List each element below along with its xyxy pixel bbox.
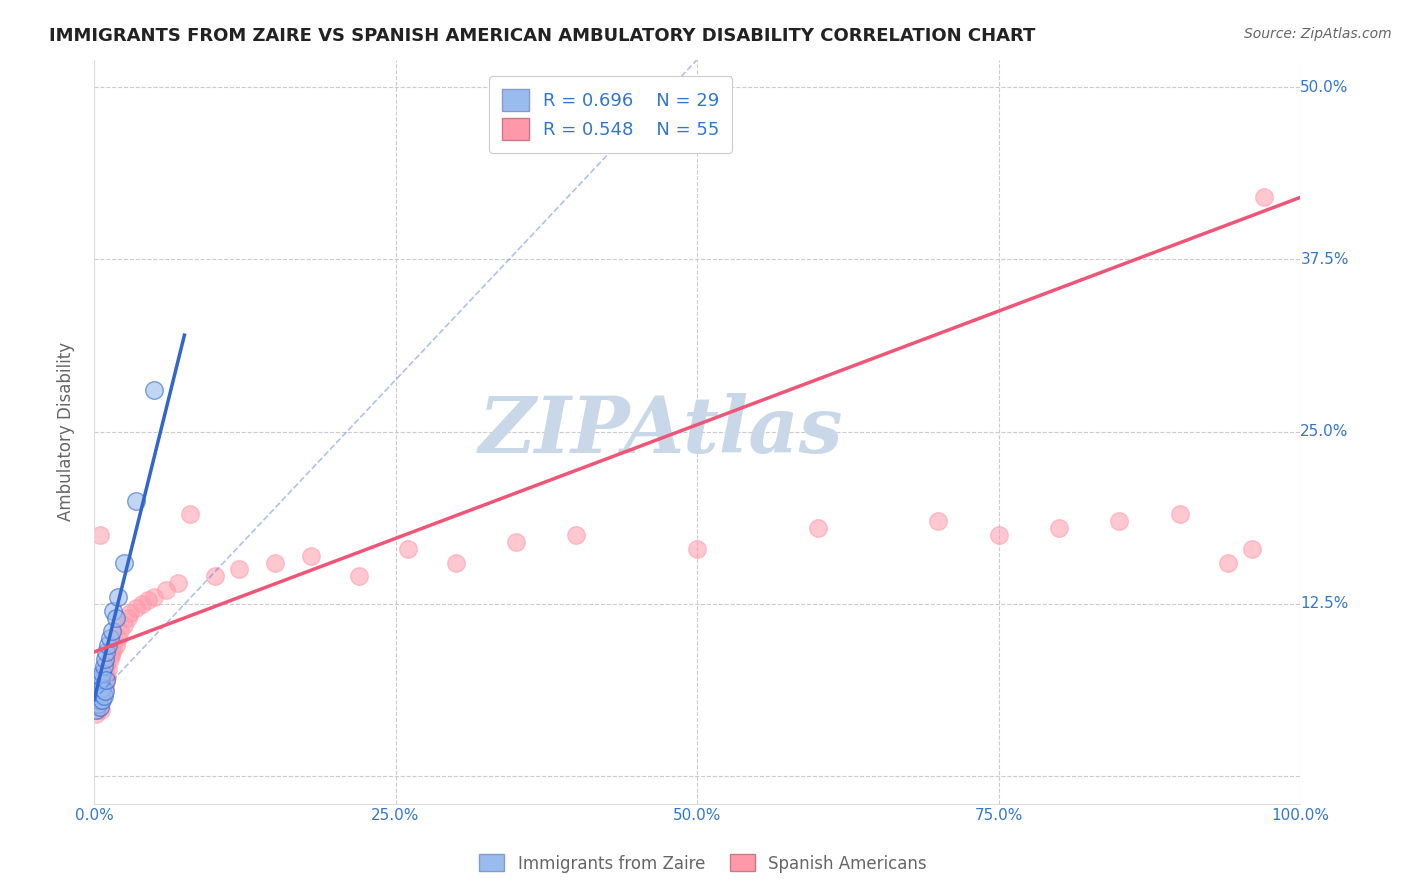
Point <box>104 638 127 652</box>
Point <box>444 556 467 570</box>
Point <box>94 658 117 673</box>
Point <box>143 384 166 398</box>
Text: Source: ZipAtlas.com: Source: ZipAtlas.com <box>1244 27 1392 41</box>
Point <box>98 632 121 646</box>
Point <box>86 703 108 717</box>
Point <box>93 658 115 673</box>
Point <box>112 617 135 632</box>
Point <box>143 590 166 604</box>
Point <box>927 514 949 528</box>
Point <box>93 689 115 703</box>
Point <box>91 689 114 703</box>
Text: IMMIGRANTS FROM ZAIRE VS SPANISH AMERICAN AMBULATORY DISABILITY CORRELATION CHAR: IMMIGRANTS FROM ZAIRE VS SPANISH AMERICA… <box>49 27 1036 45</box>
Point <box>110 624 132 639</box>
Point <box>97 638 120 652</box>
Point <box>94 673 117 687</box>
Legend: R = 0.696    N = 29, R = 0.548    N = 55: R = 0.696 N = 29, R = 0.548 N = 55 <box>489 76 733 153</box>
Point <box>94 675 117 690</box>
Text: 50.0%: 50.0% <box>1301 79 1348 95</box>
Point <box>204 569 226 583</box>
Point <box>505 534 527 549</box>
Point <box>1253 190 1275 204</box>
Point <box>98 652 121 666</box>
Point <box>1216 556 1239 570</box>
Point <box>807 521 830 535</box>
Point <box>100 648 122 662</box>
Point <box>86 707 108 722</box>
Point <box>104 610 127 624</box>
Point <box>131 597 153 611</box>
Point <box>155 582 177 597</box>
Point <box>89 686 111 700</box>
Point <box>136 592 159 607</box>
Point <box>90 703 112 717</box>
Y-axis label: Ambulatory Disability: Ambulatory Disability <box>58 342 75 521</box>
Point <box>103 604 125 618</box>
Point <box>565 528 588 542</box>
Point <box>101 624 124 639</box>
Point <box>94 683 117 698</box>
Point <box>1047 521 1070 535</box>
Point <box>86 698 108 712</box>
Point <box>86 703 108 717</box>
Text: 25.0%: 25.0% <box>1301 424 1348 439</box>
Point <box>120 607 142 621</box>
Point <box>1168 508 1191 522</box>
Point <box>91 665 114 680</box>
Point <box>89 700 111 714</box>
Text: 12.5%: 12.5% <box>1301 597 1348 611</box>
Point <box>103 642 125 657</box>
Point <box>94 680 117 694</box>
Point <box>93 665 115 680</box>
Point <box>90 680 112 694</box>
Point <box>107 590 129 604</box>
Point <box>89 700 111 714</box>
Point <box>987 528 1010 542</box>
Point <box>125 601 148 615</box>
Point <box>90 693 112 707</box>
Point <box>87 689 110 703</box>
Point <box>117 610 139 624</box>
Point <box>93 683 115 698</box>
Point <box>179 508 201 522</box>
Point <box>107 632 129 646</box>
Point <box>91 673 114 687</box>
Point <box>167 576 190 591</box>
Point <box>86 689 108 703</box>
Point <box>89 680 111 694</box>
Point <box>299 549 322 563</box>
Point <box>90 670 112 684</box>
Point <box>1241 541 1264 556</box>
Point <box>89 673 111 687</box>
Text: 37.5%: 37.5% <box>1301 252 1348 267</box>
Point <box>91 693 114 707</box>
Point <box>264 556 287 570</box>
Text: ZIPAtlas: ZIPAtlas <box>478 393 844 470</box>
Point <box>228 562 250 576</box>
Point <box>96 670 118 684</box>
Point <box>94 645 117 659</box>
Point <box>87 693 110 707</box>
Point <box>112 556 135 570</box>
Point <box>89 528 111 542</box>
Point <box>91 681 114 695</box>
Point <box>349 569 371 583</box>
Point <box>94 652 117 666</box>
Point <box>101 645 124 659</box>
Point <box>87 683 110 698</box>
Point <box>125 493 148 508</box>
Point <box>97 662 120 676</box>
Point <box>396 541 419 556</box>
Legend: Immigrants from Zaire, Spanish Americans: Immigrants from Zaire, Spanish Americans <box>472 847 934 880</box>
Point <box>90 675 112 690</box>
Point <box>686 541 709 556</box>
Point <box>90 686 112 700</box>
Point <box>1108 514 1130 528</box>
Point <box>86 698 108 712</box>
